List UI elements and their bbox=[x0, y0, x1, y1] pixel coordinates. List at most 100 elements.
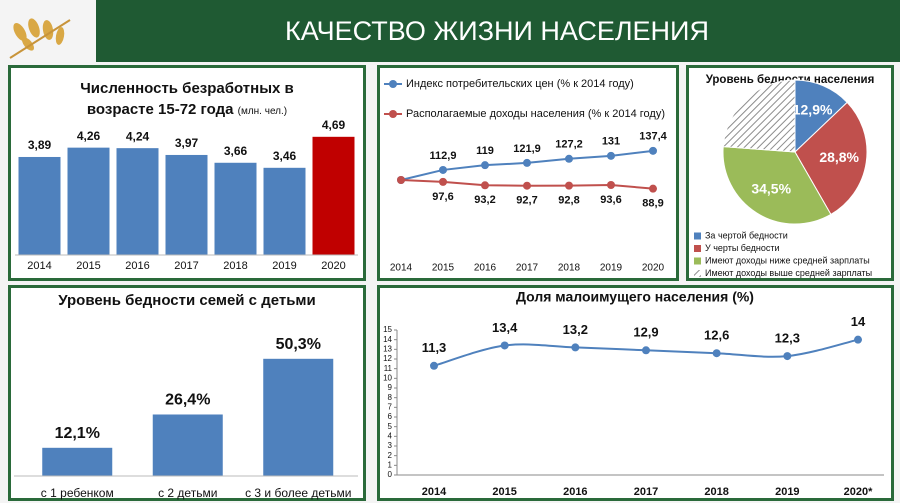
pie-slice bbox=[722, 79, 796, 153]
pie-slice bbox=[794, 79, 848, 154]
x-tick-label: 2016 bbox=[563, 486, 587, 498]
legend-swatch bbox=[694, 232, 701, 240]
y-tick-label: 13 bbox=[383, 344, 392, 353]
point bbox=[649, 184, 657, 193]
data-label: 88,9 bbox=[642, 198, 663, 210]
data-label: 4,69 bbox=[322, 118, 346, 132]
point bbox=[607, 151, 615, 160]
chart-title: Численность безработных в возрасте 15-72… bbox=[60, 78, 314, 122]
data-label: 11,3 bbox=[422, 340, 447, 355]
legend-label: Индекс потребительских цен (% к 2014 год… bbox=[406, 78, 634, 90]
x-tick-label: с 1 ребенком bbox=[41, 486, 114, 500]
data-label: 13,2 bbox=[563, 322, 588, 337]
legend-label: Имеют доходы ниже средней зарплаты bbox=[705, 255, 870, 265]
legend-label: За чертой бедности bbox=[705, 230, 788, 240]
data-label: 131 bbox=[602, 136, 620, 148]
point bbox=[439, 165, 447, 174]
data-label: 12,9 bbox=[633, 325, 658, 340]
legend-label: У черты бедности bbox=[705, 243, 780, 253]
x-tick-label: 2017 bbox=[516, 263, 539, 274]
pie-slice bbox=[722, 146, 832, 225]
point bbox=[607, 180, 615, 189]
x-tick-label: 2018 bbox=[558, 263, 581, 274]
point bbox=[397, 176, 405, 184]
bar bbox=[116, 148, 159, 255]
data-label: 93,6 bbox=[600, 194, 621, 206]
data-label: 14 bbox=[851, 314, 866, 329]
y-tick-label: 0 bbox=[388, 470, 393, 479]
y-tick-label: 14 bbox=[383, 335, 392, 344]
point bbox=[523, 181, 531, 190]
x-tick-label: 2016 bbox=[125, 260, 149, 272]
page-title: КАЧЕСТВО ЖИЗНИ НАСЕЛЕНИЯ bbox=[285, 16, 709, 46]
x-tick-label: 2016 bbox=[474, 263, 497, 274]
data-label: 92,7 bbox=[516, 195, 537, 207]
legend-swatch bbox=[694, 245, 701, 252]
data-label: 3,66 bbox=[224, 144, 248, 158]
bar bbox=[18, 156, 61, 255]
bar bbox=[312, 136, 355, 255]
data-label: 97,6 bbox=[432, 191, 453, 203]
x-tick-label: 2020 bbox=[321, 260, 345, 272]
x-tick-label: 2019 bbox=[775, 486, 799, 498]
x-tick-label: 2015 bbox=[76, 260, 100, 272]
pie-slice bbox=[794, 101, 868, 216]
data-label: 13,4 bbox=[492, 320, 518, 335]
data-label: 12,9% bbox=[793, 102, 833, 118]
point bbox=[571, 343, 580, 352]
point bbox=[649, 146, 657, 155]
legend-marker bbox=[389, 110, 397, 118]
x-tick-label: 2019 bbox=[600, 263, 623, 274]
data-label: 12,6 bbox=[704, 328, 729, 343]
data-label: 4,26 bbox=[77, 129, 101, 143]
data-label: 112,9 bbox=[430, 150, 457, 162]
y-tick-label: 15 bbox=[383, 325, 392, 334]
bar bbox=[42, 447, 113, 476]
data-label: 34,5% bbox=[751, 180, 791, 196]
y-tick-label: 6 bbox=[388, 412, 393, 421]
data-label: 4,24 bbox=[126, 129, 150, 143]
y-tick-label: 2 bbox=[388, 451, 393, 460]
chart-title: Уровень бедности семей с детьми bbox=[58, 292, 316, 309]
x-tick-label: 2015 bbox=[432, 263, 455, 274]
y-tick-label: 10 bbox=[383, 373, 392, 382]
x-tick-label: 2018 bbox=[223, 260, 247, 272]
data-label: 3,46 bbox=[273, 149, 297, 163]
data-label: 3,97 bbox=[175, 136, 199, 150]
point bbox=[523, 158, 531, 167]
point bbox=[783, 352, 792, 361]
x-tick-label: с 3 и более детьми bbox=[245, 486, 351, 500]
point bbox=[565, 181, 573, 190]
bar bbox=[214, 162, 257, 255]
point bbox=[642, 346, 650, 355]
bar bbox=[263, 167, 306, 255]
data-label: 127,2 bbox=[555, 139, 583, 151]
x-tick-label: 2015 bbox=[492, 486, 516, 498]
x-tick-label: 2014 bbox=[422, 486, 447, 498]
legend-swatch bbox=[694, 270, 701, 277]
chart-title: Доля малоимущего населения (%) bbox=[516, 289, 754, 305]
x-tick-label: 2018 bbox=[704, 486, 728, 498]
data-label: 93,2 bbox=[474, 194, 495, 206]
unit: (млн. чел.) bbox=[237, 106, 288, 117]
data-label: 26,4% bbox=[165, 392, 210, 409]
x-tick-label: 2014 bbox=[27, 260, 51, 272]
bar bbox=[165, 154, 208, 255]
data-label: 92,8 bbox=[558, 195, 579, 207]
panel bbox=[377, 285, 894, 501]
data-label: 50,3% bbox=[276, 336, 321, 353]
point bbox=[481, 161, 489, 170]
title-text: Численность безработных в возрасте 15-72… bbox=[80, 80, 294, 118]
header-band bbox=[96, 0, 900, 62]
y-tick-label: 7 bbox=[388, 402, 393, 411]
data-label: 12,3 bbox=[775, 331, 800, 346]
data-label: 28,8% bbox=[819, 149, 859, 165]
y-tick-label: 8 bbox=[388, 393, 393, 402]
x-tick-label: 2019 bbox=[272, 260, 296, 272]
y-tick-label: 11 bbox=[384, 364, 393, 373]
y-tick-label: 4 bbox=[388, 431, 393, 440]
point bbox=[500, 341, 509, 350]
legend-label: Располагаемые доходы населения (% к 2014… bbox=[406, 108, 665, 120]
